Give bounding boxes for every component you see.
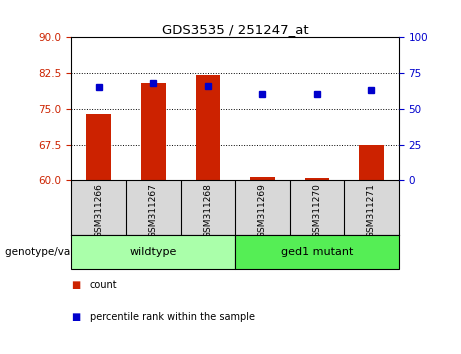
Bar — [305, 178, 329, 180]
Text: GSM311269: GSM311269 — [258, 183, 267, 238]
Text: count: count — [90, 280, 118, 290]
Bar — [87, 114, 111, 180]
Text: ■: ■ — [71, 312, 81, 321]
Bar — [141, 82, 165, 180]
Text: genotype/variation ▶: genotype/variation ▶ — [5, 247, 115, 257]
Bar — [195, 75, 220, 180]
Text: GSM311270: GSM311270 — [313, 183, 321, 238]
Text: GSM311271: GSM311271 — [367, 183, 376, 238]
Text: GSM311268: GSM311268 — [203, 183, 213, 238]
Text: GSM311266: GSM311266 — [94, 183, 103, 238]
Bar — [359, 144, 384, 180]
Bar — [250, 177, 275, 180]
Text: ged1 mutant: ged1 mutant — [281, 247, 353, 257]
Title: GDS3535 / 251247_at: GDS3535 / 251247_at — [162, 23, 308, 36]
Text: ■: ■ — [71, 280, 81, 290]
Text: wildtype: wildtype — [130, 247, 177, 257]
Text: GSM311267: GSM311267 — [149, 183, 158, 238]
Text: percentile rank within the sample: percentile rank within the sample — [90, 312, 255, 321]
